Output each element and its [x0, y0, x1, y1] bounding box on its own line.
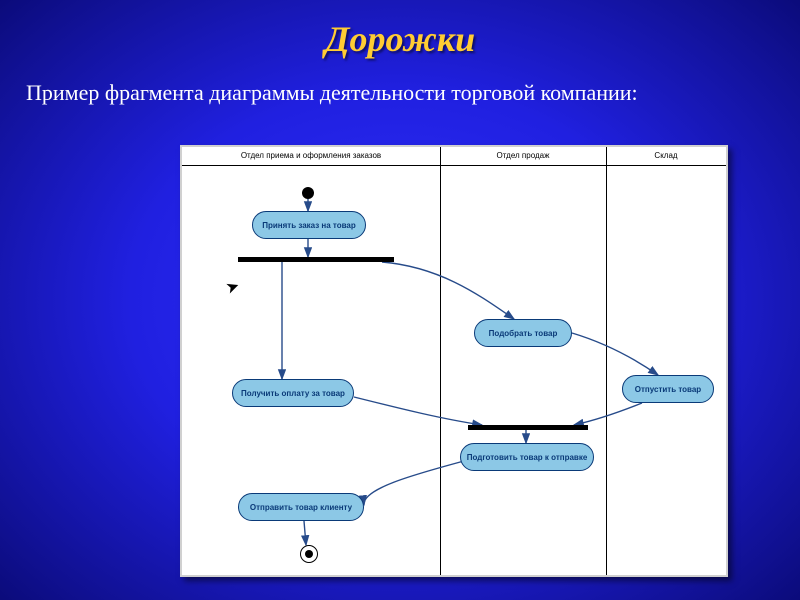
activity-receive-payment: Получить оплату за товар	[232, 379, 354, 407]
activity-accept-order: Принять заказ на товар	[252, 211, 366, 239]
activity-ship-to-client: Отправить товар клиенту	[238, 493, 364, 521]
end-node	[300, 545, 318, 563]
slide-title: Дорожки	[0, 18, 800, 60]
slide-subtitle: Пример фрагмента диаграммы деятельности …	[26, 80, 766, 106]
fork-bar	[238, 257, 394, 262]
activity-diagram: Отдел приема и оформления заказов Отдел …	[180, 145, 728, 577]
slide: Дорожки Пример фрагмента диаграммы деяте…	[0, 0, 800, 600]
join-bar	[468, 425, 588, 430]
activity-prepare-shipment: Подготовить товар к отправке	[460, 443, 594, 471]
activity-pick-goods: Подобрать товар	[474, 319, 572, 347]
start-node	[302, 187, 314, 199]
activity-release-goods: Отпустить товар	[622, 375, 714, 403]
